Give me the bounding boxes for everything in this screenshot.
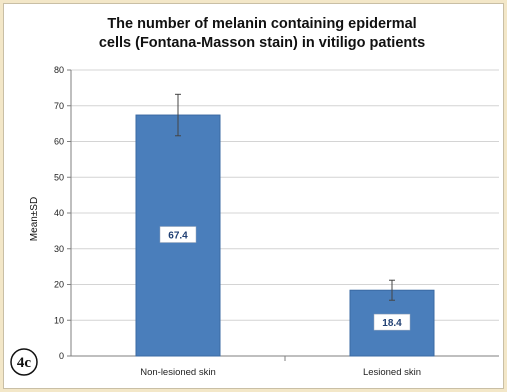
data-label-1: 67.4 — [168, 231, 188, 242]
y-tick-label: 20 — [54, 280, 64, 290]
y-tick-label: 60 — [54, 137, 64, 147]
x-category-label-2: Lesioned skin — [363, 367, 421, 378]
y-tick-label: 30 — [54, 244, 64, 254]
y-axis-label: Mean±SD — [29, 197, 40, 241]
chart-frame: The number of melanin containing epiderm… — [3, 3, 504, 389]
data-label-2: 18.4 — [382, 318, 402, 329]
chart-title-line-1: The number of melanin containing epiderm… — [107, 16, 416, 32]
labels: 0 10 20 30 40 50 60 70 80 67.4 Non-lesioned skin 18… — [54, 65, 421, 378]
x-category-label-1: Non-lesioned skin — [140, 367, 216, 378]
data-label-box-1 — [159, 226, 197, 243]
panel-label-circle — [10, 348, 38, 376]
bar-chart: The number of melanin containing epiderm… — [10, 16, 499, 378]
y-tick-label: 40 — [54, 208, 64, 218]
data-label-box-2 — [373, 313, 411, 331]
y-tick-label: 50 — [54, 172, 64, 182]
gridlines — [71, 69, 499, 321]
chart-title-line-2: cells (Fontana-Masson stain) in vitiligo… — [99, 35, 425, 51]
y-tick-label: 10 — [54, 315, 64, 325]
y-tick-label: 0 — [59, 351, 64, 361]
y-tick-label: 80 — [54, 65, 64, 75]
panel-label: 4c — [17, 355, 32, 371]
y-tick-label: 70 — [54, 101, 64, 111]
